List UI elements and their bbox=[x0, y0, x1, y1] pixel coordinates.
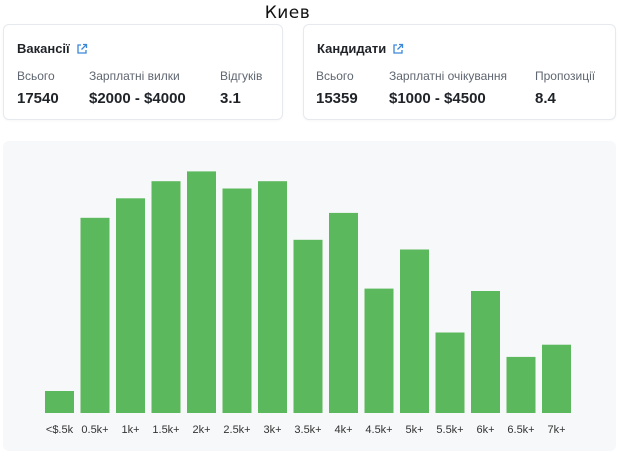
chart-bar[interactable] bbox=[293, 239, 323, 413]
x-tick-label: 3.5k+ bbox=[294, 424, 321, 436]
chart-bar[interactable] bbox=[116, 198, 145, 413]
stat-label: Зарплатні очікування bbox=[389, 69, 508, 83]
stat-label: Відгуків bbox=[220, 69, 263, 83]
x-tick-label: <$.5k bbox=[46, 424, 74, 436]
external-link-icon[interactable] bbox=[392, 43, 404, 55]
x-tick-label: 6k+ bbox=[476, 424, 494, 436]
vacancies-stat-total: Всього 17540 bbox=[17, 69, 59, 107]
vacancies-stat-salary-range: Зарплатні вилки $2000 - $4000 bbox=[89, 69, 186, 107]
chart-bar[interactable] bbox=[471, 291, 500, 413]
salary-distribution-chart: <$.5k 0.5k+ 1k+ 1.5k+ 2k+ 2.5k+ 3k+ 3.5k+ 4k+ 4.5… bbox=[3, 141, 616, 451]
x-tick-label: 1k+ bbox=[121, 424, 139, 436]
x-tick-label: 1.5k+ bbox=[152, 424, 179, 436]
x-tick-label: 4.5k+ bbox=[365, 424, 392, 436]
x-tick-label: 5.5k+ bbox=[436, 424, 463, 436]
stat-label: Пропозиції bbox=[535, 69, 596, 83]
stat-label: Зарплатні вилки bbox=[89, 69, 180, 83]
candidates-stat-total: Всього 15359 bbox=[316, 69, 358, 107]
x-tick-label: 3k+ bbox=[263, 424, 281, 436]
city-title: Киев bbox=[264, 3, 311, 23]
chart-bar[interactable] bbox=[80, 217, 110, 413]
candidates-stat-offers: Пропозиції 8.4 bbox=[535, 69, 595, 107]
chart-bar[interactable] bbox=[187, 171, 216, 413]
candidates-stat-salary-expectations: Зарплатні очікування $1000 - $4500 bbox=[389, 69, 507, 107]
chart-bar[interactable] bbox=[542, 344, 571, 413]
stat-value: 17540 bbox=[17, 90, 59, 107]
chart-bar[interactable] bbox=[400, 249, 429, 414]
chart-bar[interactable] bbox=[45, 391, 74, 413]
candidates-card-header: Кандидати bbox=[317, 41, 404, 56]
stat-label: Всього bbox=[17, 69, 55, 83]
chart-bar[interactable] bbox=[222, 188, 252, 414]
chart-bar[interactable] bbox=[435, 332, 465, 414]
salary-histogram: <$.5k 0.5k+ 1k+ 1.5k+ 2k+ 2.5k+ 3k+ 3.5k+ 4k+ 4.5… bbox=[45, 171, 571, 436]
x-tick-label: 2k+ bbox=[192, 424, 210, 436]
x-tick-label: 0.5k+ bbox=[81, 424, 108, 436]
stat-value: 15359 bbox=[316, 90, 358, 107]
x-tick-label: 5k+ bbox=[405, 424, 423, 436]
stat-label: Всього bbox=[316, 69, 354, 83]
chart-bar[interactable] bbox=[329, 212, 358, 413]
vacancies-title: Вакансії bbox=[17, 41, 70, 56]
x-tick-label: 6.5k+ bbox=[507, 424, 534, 436]
external-link-icon[interactable] bbox=[76, 43, 88, 55]
stat-value: $2000 - $4000 bbox=[89, 90, 186, 107]
chart-bar[interactable] bbox=[364, 288, 394, 413]
stat-value: 8.4 bbox=[535, 90, 556, 107]
stat-value: $1000 - $4500 bbox=[389, 90, 486, 107]
candidates-card: Кандидати Всього 15359 Зарплатні очікува… bbox=[303, 24, 616, 120]
candidates-title: Кандидати bbox=[317, 41, 387, 56]
chart-bar[interactable] bbox=[151, 181, 181, 413]
chart-bar[interactable] bbox=[506, 356, 536, 413]
x-tick-label: 7k+ bbox=[547, 424, 565, 436]
vacancies-card-header: Вакансії bbox=[17, 41, 88, 56]
stat-value: 3.1 bbox=[220, 90, 241, 107]
x-tick-label: 2.5k+ bbox=[223, 424, 250, 436]
vacancies-stat-responses: Відгуків 3.1 bbox=[220, 69, 262, 107]
x-tick-label: 4k+ bbox=[334, 424, 352, 436]
vacancies-card: Вакансії Всього 17540 Зарплатні вилки $2… bbox=[3, 24, 283, 120]
chart-bar[interactable] bbox=[258, 181, 287, 413]
